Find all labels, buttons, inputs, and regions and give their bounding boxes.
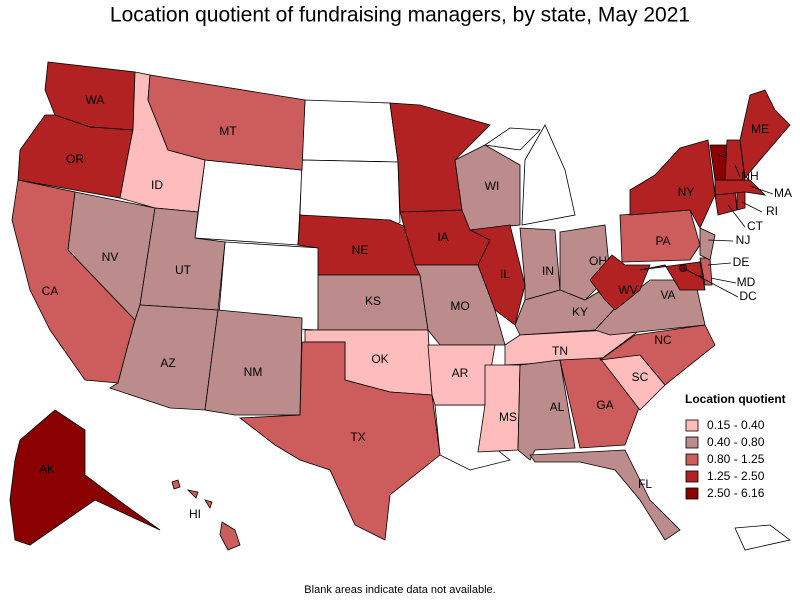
state-shape xyxy=(599,324,716,386)
state-shape xyxy=(238,341,441,541)
state-label: OH xyxy=(589,254,607,268)
state-label: MD xyxy=(737,275,756,289)
state-label: KS xyxy=(365,294,381,308)
state-label: NV xyxy=(102,250,119,264)
state-label: NJ xyxy=(736,233,751,247)
state-shape xyxy=(521,124,576,226)
state-label: OR xyxy=(66,152,84,166)
legend: Location quotient 0.15 - 0.40 0.40 - 0.80 0… xyxy=(685,392,786,500)
state-label: NE xyxy=(352,243,369,257)
state-shape xyxy=(171,479,181,490)
state-label: AL xyxy=(550,400,565,414)
map-title: Location quotient of fundraising manager… xyxy=(110,4,690,27)
state-shape xyxy=(147,74,306,171)
leader-line xyxy=(727,204,746,228)
state-label: NM xyxy=(244,365,263,379)
states: WAORCANVIDMTUTAZNMNEKSOKTXMNIAMOARWIILIN… xyxy=(9,61,792,551)
state-shape xyxy=(219,521,241,551)
state-shape xyxy=(9,409,161,546)
state-label: FL xyxy=(638,477,652,491)
state-shape xyxy=(204,309,303,416)
state-shape xyxy=(454,144,521,231)
legend-label: 0.15 - 0.40 xyxy=(707,418,765,432)
state-label: ID xyxy=(151,178,163,192)
state-label: IL xyxy=(500,267,510,281)
state-label: WV xyxy=(618,283,637,297)
state-label: VA xyxy=(660,288,675,302)
state-label: HI xyxy=(189,507,201,521)
legend-label: 0.80 - 1.25 xyxy=(707,452,765,466)
legend-swatch xyxy=(685,453,699,466)
state-label: ME xyxy=(751,122,769,136)
leader-line xyxy=(694,274,737,284)
state-shape xyxy=(724,139,746,181)
leader-line xyxy=(741,201,763,213)
state-label: CT xyxy=(747,219,764,233)
state-label: AK xyxy=(39,462,55,476)
state-label: WA xyxy=(86,93,105,107)
leader-line xyxy=(749,185,774,195)
state-shape xyxy=(204,499,213,509)
state-label: OK xyxy=(371,352,388,366)
state-label: CA xyxy=(42,284,59,298)
state-label: MO xyxy=(450,299,469,313)
legend-label: 0.40 - 0.80 xyxy=(707,435,765,449)
state-shape xyxy=(301,99,399,163)
state-label: GA xyxy=(596,398,613,412)
state-label: TX xyxy=(350,430,365,444)
state-label: PA xyxy=(655,234,670,248)
state-label: AZ xyxy=(160,356,175,370)
legend-swatch xyxy=(685,419,699,432)
no-data-states xyxy=(194,99,791,551)
leader-line xyxy=(707,262,732,266)
state-shape xyxy=(589,254,651,311)
state-shape xyxy=(186,489,199,499)
state-label: AR xyxy=(452,366,469,380)
state-shape xyxy=(639,261,706,291)
state-shape xyxy=(468,224,526,326)
state-label: NY xyxy=(678,185,695,199)
state-label: IA xyxy=(437,230,448,244)
state-shape xyxy=(427,344,496,406)
state-label: MS xyxy=(499,410,517,424)
state-label: DE xyxy=(733,255,750,269)
leader-line xyxy=(682,267,739,298)
state-label: UT xyxy=(175,263,192,277)
state-label: MT xyxy=(219,124,237,138)
state-label: MA xyxy=(774,186,792,200)
footnote: Blank areas indicate data not available. xyxy=(304,584,495,596)
state-label: NC xyxy=(654,333,672,347)
state-label: KY xyxy=(572,305,588,319)
state-shape xyxy=(477,364,521,453)
state-shape xyxy=(194,159,303,246)
state-shape xyxy=(529,449,681,541)
state-label: RI xyxy=(766,204,778,218)
state-label: IN xyxy=(542,264,554,278)
legend-swatch xyxy=(685,470,699,483)
state-label: DC xyxy=(739,289,757,303)
leader-line xyxy=(707,239,734,242)
legend-label: 2.50 - 6.16 xyxy=(707,486,765,500)
state-shape xyxy=(483,127,541,151)
state-shape xyxy=(739,89,791,179)
state-shape xyxy=(559,357,641,449)
state-shape xyxy=(734,524,791,551)
leader-line xyxy=(734,164,741,178)
legend-swatch xyxy=(685,487,699,500)
state-label: WI xyxy=(485,179,500,193)
legend-swatch xyxy=(685,436,699,449)
legend-label: 1.25 - 2.50 xyxy=(707,469,765,483)
legend-title: Location quotient xyxy=(685,392,786,406)
state-label: TN xyxy=(552,344,568,358)
state-shape xyxy=(699,227,716,261)
state-shape xyxy=(736,191,746,211)
state-shape xyxy=(519,227,561,301)
state-label: SC xyxy=(632,370,649,384)
